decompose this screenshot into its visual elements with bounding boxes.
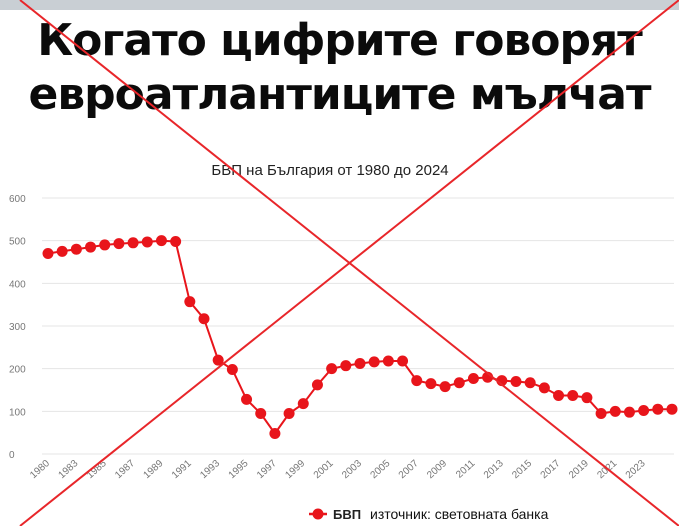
- data-point: [482, 371, 494, 383]
- y-tick-label: 300: [9, 322, 26, 333]
- y-axis: 0 100 200 300 400 500 600: [9, 194, 26, 461]
- data-point: [42, 247, 54, 259]
- y-tick-label: 0: [9, 450, 15, 461]
- data-point: [467, 372, 479, 384]
- x-tick-label: 2023: [624, 458, 648, 481]
- x-tick-label: 2021: [595, 458, 619, 481]
- data-point: [354, 358, 366, 370]
- x-tick-label: 2019: [567, 458, 591, 481]
- y-tick-label: 400: [9, 279, 26, 290]
- data-point: [553, 390, 565, 402]
- x-tick-label: 2017: [539, 458, 563, 481]
- x-tick-label: 2015: [510, 458, 534, 481]
- legend-source: източник: световната банка: [370, 506, 549, 522]
- data-point: [595, 407, 607, 419]
- y-tick-label: 200: [9, 365, 26, 376]
- data-point: [638, 404, 650, 416]
- data-point: [623, 406, 635, 418]
- x-tick-label: 1985: [85, 458, 109, 481]
- data-point: [70, 243, 82, 255]
- data-point: [283, 407, 295, 419]
- x-tick-label: 1999: [283, 458, 307, 481]
- x-tick-label: 2007: [397, 458, 421, 481]
- data-point: [453, 377, 465, 389]
- legend-label: БВП: [333, 507, 361, 522]
- data-point: [524, 377, 536, 389]
- chart-title: БВП на България от 1980 до 2024: [211, 162, 448, 179]
- data-point: [85, 241, 97, 253]
- x-tick-label: 1980: [28, 458, 52, 481]
- x-tick-label: 1989: [142, 458, 166, 481]
- data-point: [439, 381, 451, 393]
- legend-marker: [312, 508, 324, 520]
- x-axis: 1980 1983 1985 1987 1989 1991 1993 1995 1997 1999…: [28, 458, 648, 481]
- data-point: [311, 379, 323, 391]
- data-point: [397, 355, 409, 367]
- data-point: [141, 236, 153, 248]
- data-point: [368, 356, 380, 368]
- x-tick-label: 2005: [368, 458, 392, 481]
- legend: БВП източник: световната банка: [309, 506, 549, 522]
- data-point: [113, 238, 125, 250]
- data-point: [155, 235, 167, 247]
- data-point: [340, 360, 352, 372]
- data-point: [212, 354, 224, 366]
- data-point: [170, 236, 182, 248]
- data-point: [652, 403, 664, 415]
- data-point: [99, 239, 111, 251]
- data-point: [411, 375, 423, 387]
- data-point: [496, 375, 508, 387]
- y-tick-label: 600: [9, 194, 26, 205]
- x-tick-label: 1987: [113, 458, 137, 481]
- x-tick-label: 1995: [227, 458, 251, 481]
- series-points: [42, 235, 678, 440]
- data-point: [326, 363, 338, 375]
- x-tick-label: 1983: [56, 458, 80, 481]
- data-point: [241, 393, 253, 405]
- x-tick-label: 2013: [482, 458, 506, 481]
- x-tick-label: 1997: [255, 458, 279, 481]
- data-point: [581, 392, 593, 404]
- y-tick-label: 500: [9, 237, 26, 248]
- data-point: [666, 403, 678, 415]
- x-tick-label: 2009: [425, 458, 449, 481]
- data-point: [198, 313, 210, 325]
- x-tick-label: 1993: [198, 458, 222, 481]
- data-point: [538, 382, 550, 394]
- data-point: [269, 428, 281, 440]
- data-point: [297, 398, 309, 410]
- data-point: [184, 296, 196, 308]
- series-line-gdp: [47, 239, 672, 436]
- data-point: [609, 405, 621, 417]
- data-point: [510, 375, 522, 387]
- x-tick-label: 2001: [312, 458, 336, 481]
- x-tick-label: 1991: [170, 458, 194, 481]
- data-point: [127, 237, 139, 249]
- x-tick-label: 2011: [454, 458, 478, 481]
- data-point: [567, 390, 579, 402]
- data-point: [56, 245, 68, 257]
- x-tick-label: 2003: [340, 458, 364, 481]
- data-point: [255, 407, 267, 419]
- data-point: [425, 378, 437, 390]
- data-point: [226, 364, 238, 376]
- y-tick-label: 100: [9, 407, 26, 418]
- data-point: [382, 355, 394, 367]
- grid: [42, 197, 674, 455]
